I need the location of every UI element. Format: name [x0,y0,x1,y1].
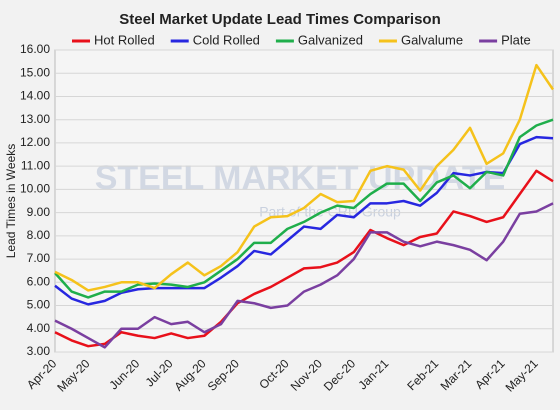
y-tick-label: 14.00 [20,89,50,103]
chart-title: Steel Market Update Lead Times Compariso… [119,11,440,28]
series-line [54,169,554,348]
series-line [54,63,555,292]
y-tick-label: 4.00 [27,321,51,335]
y-tick-label: 16.00 [20,42,50,56]
y-tick-label: 11.00 [21,158,50,172]
plot-area [54,49,554,353]
y-tick-label: 6.00 [27,274,51,288]
y-tick-label: 15.00 [20,65,50,79]
series-line [54,202,554,349]
y-axis-label: Lead Times in Weeks [4,144,18,259]
legend-label: Cold Rolled [193,32,260,47]
y-tick-label: 8.00 [27,228,51,242]
series-line [54,118,554,299]
legend-label: Galvanized [298,32,363,47]
watermark: STEEL MARKET UPDATE [95,159,506,197]
legend-label: Plate [501,32,531,47]
y-tick-label: 5.00 [27,298,51,312]
y-tick-label: 10.00 [20,182,50,196]
y-tick-label: 7.00 [27,251,51,265]
y-tick-label: 12.00 [20,135,50,149]
y-tick-label: 13.00 [20,112,50,126]
legend-label: Galvalume [401,32,463,47]
legend-label: Hot Rolled [94,32,155,47]
y-tick-label: 9.00 [27,205,51,219]
y-tick-label: 3.00 [27,344,51,358]
series-line [54,135,554,306]
